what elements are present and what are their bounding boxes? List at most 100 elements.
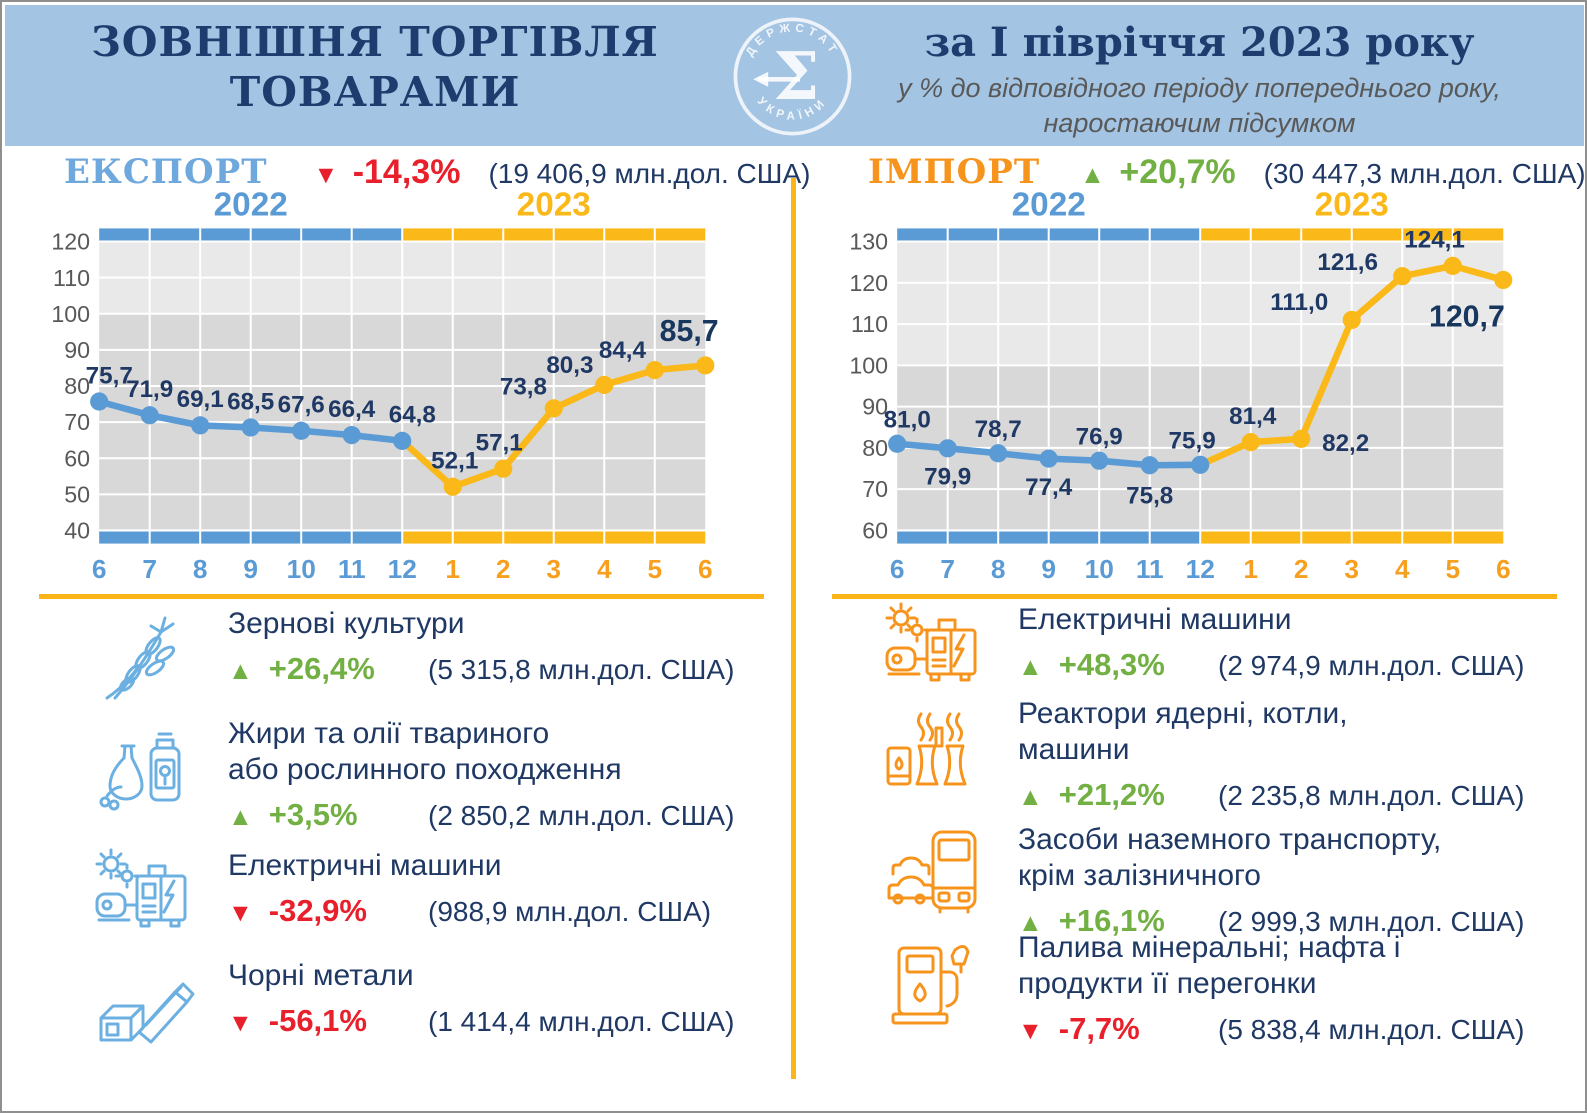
right-section-divider [832,594,1557,599]
svg-text:69,1: 69,1 [177,386,224,413]
commodity-change-row: ▲ +48,3% (2 974,9 млн.дол. США) [1018,647,1563,683]
svg-text:75,8: 75,8 [1126,483,1173,510]
nuclear-reactor-icon [858,696,1008,796]
page-title-line1: ЗОВНІШНЯ ТОРГІВЛЯ [91,18,659,66]
commodity-item: Електричні машини ▲ +48,3% (2 974,9 млн.д… [858,602,1563,702]
up-arrow-icon: ▲ [1018,909,1043,937]
subtitle: у % до відповідного періоду попереднього… [877,71,1522,141]
svg-text:3: 3 [1344,554,1359,584]
commodity-change-row: ▼ -7,7% (5 838,4 млн.дол. США) [1018,1011,1563,1047]
commodity-title: Палива мінеральні; нафта і продукти її пе… [1018,931,1401,1000]
svg-text:60: 60 [862,518,888,544]
svg-text:8: 8 [193,554,208,584]
svg-text:80,3: 80,3 [546,352,593,379]
svg-text:Σ: Σ [773,38,819,115]
commodity-title: Електричні машини [228,849,502,882]
svg-text:64,8: 64,8 [389,402,436,429]
commodity-title: Електричні машини [1018,603,1292,636]
svg-text:68,5: 68,5 [227,388,274,415]
commodity-value: (5 315,8 млн.дол. США) [428,654,735,685]
svg-text:5: 5 [1445,554,1460,584]
commodity-value: (2 999,3 млн.дол. США) [1218,906,1525,937]
subtitle-line1: у % до відповідного періоду попереднього… [898,73,1501,103]
svg-text:75,7: 75,7 [86,362,133,389]
export-headline: ЕКСПОРТ ▼ -14,3% (19 406,9 млн.дол. США) [64,152,810,192]
commodity-value: (2 235,8 млн.дол. США) [1218,780,1525,811]
export-change-value: -14,3% [352,153,461,191]
fuel-pump-icon [858,930,1008,1030]
commodity-change-row: ▲ +3,5% (2 850,2 млн.дол. США) [228,797,773,833]
subtitle-line2: наростаючим підсумком [1043,108,1356,139]
change-percent: -7,7% [1058,1011,1140,1046]
import-change: ▲ +20,7% [1080,153,1263,192]
down-arrow-icon: ▼ [1018,1017,1043,1045]
change-percent: +3,5% [268,797,358,832]
svg-text:5: 5 [647,554,662,584]
svg-text:100: 100 [51,301,90,327]
svg-text:4: 4 [1395,554,1410,584]
import-total: (30 447,3 млн.дол. США) [1263,158,1586,189]
svg-text:66,4: 66,4 [328,396,376,423]
svg-text:100: 100 [849,352,888,378]
import-change-value: +20,7% [1119,153,1236,191]
svg-text:12: 12 [388,554,417,584]
commodity-value: (1 414,4 млн.дол. США) [428,1006,735,1037]
svg-text:7: 7 [940,554,955,584]
svg-text:110: 110 [851,311,888,337]
svg-text:75,9: 75,9 [1169,428,1216,455]
commodity-change-row: ▲ +26,4% (5 315,8 млн.дол. США) [228,651,773,687]
commodity-value: (2 850,2 млн.дол. США) [428,800,735,831]
svg-text:82,2: 82,2 [1322,430,1369,457]
svg-text:80: 80 [64,373,90,399]
svg-text:2022: 2022 [214,186,288,223]
svg-text:76,9: 76,9 [1076,424,1123,451]
commodity-item: Палива мінеральні; нафта і продукти її пе… [858,930,1563,1047]
svg-text:81,0: 81,0 [884,407,931,434]
svg-text:10: 10 [1085,554,1114,584]
commodity-change-row: ▼ -56,1% (1 414,4 млн.дол. США) [228,1003,773,1039]
wheat-icon [68,606,218,706]
left-section-divider [39,594,764,599]
svg-text:124,1: 124,1 [1404,227,1465,254]
derzhstat-logo-icon: ДЕРЖСТАТ УКРАЇНИ Σ [733,17,852,136]
svg-text:2022: 2022 [1012,186,1086,223]
up-arrow-icon: ▲ [1018,783,1043,811]
commodity-change-row: ▼ -32,9% (988,9 млн.дол. США) [228,893,773,929]
svg-text:50: 50 [64,481,90,507]
commodity-value: (5 838,4 млн.дол. США) [1218,1014,1525,1045]
electric-machines-icon [68,848,218,948]
down-arrow-icon: ▼ [313,161,339,189]
down-arrow-icon: ▼ [228,899,253,927]
commodity-item: Електричні машини ▼ -32,9% (988,9 млн.дол… [68,848,773,948]
change-percent: -56,1% [268,1003,367,1038]
svg-text:67,6: 67,6 [278,392,325,419]
svg-text:2: 2 [496,554,511,584]
change-percent: +48,3% [1058,647,1165,682]
svg-text:52,1: 52,1 [431,448,478,475]
import-headline: ІМПОРТ ▲ +20,7% (30 447,3 млн.дол. США) [868,152,1586,192]
svg-text:7: 7 [142,554,157,584]
svg-text:80: 80 [862,435,888,461]
svg-text:81,4: 81,4 [1229,403,1277,430]
svg-text:71,9: 71,9 [126,376,173,403]
svg-text:8: 8 [991,554,1006,584]
export-total: (19 406,9 млн.дол. США) [488,158,811,189]
commodity-value: (2 974,9 млн.дол. США) [1218,650,1525,681]
change-percent: +21,2% [1058,777,1165,812]
svg-text:6: 6 [890,554,905,584]
oils-bottles-icon [68,716,218,816]
svg-text:6: 6 [92,554,107,584]
commodity-title: Засоби наземного транспорту, крім залізни… [1018,823,1442,892]
electric-machines-icon [858,602,1008,702]
export-label: ЕКСПОРТ [64,152,268,192]
ferrous-metals-icon [68,958,218,1058]
svg-text:85,7: 85,7 [660,315,719,348]
down-arrow-icon: ▼ [228,1009,253,1037]
svg-text:120: 120 [849,270,888,296]
svg-text:60: 60 [64,445,90,471]
svg-text:79,9: 79,9 [924,464,971,491]
page-title: ЗОВНІШНЯ ТОРГІВЛЯ ТОВАРАМИ [60,17,690,117]
svg-text:120: 120 [51,229,90,255]
